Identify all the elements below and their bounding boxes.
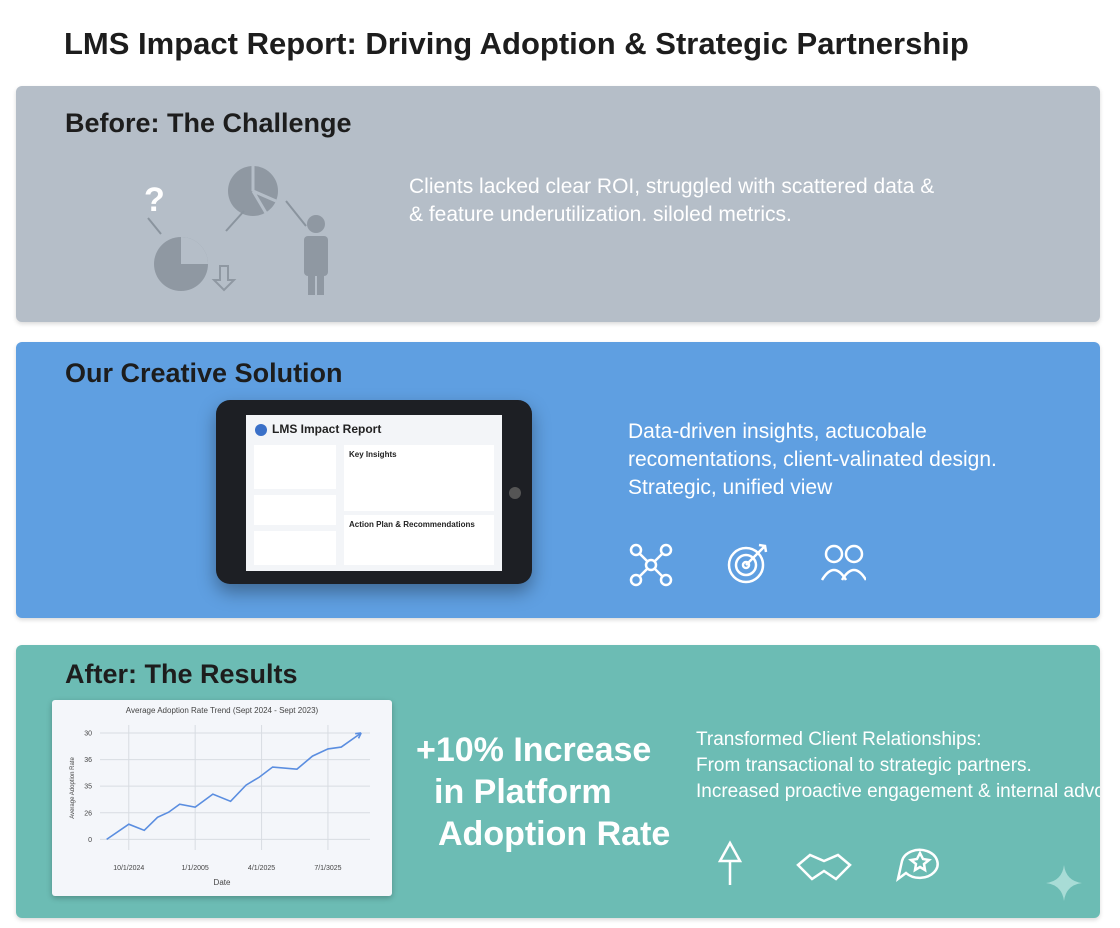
solution-icons [629,543,866,587]
panel [344,445,494,511]
x-tick-label: 10/1/2024 [113,865,144,872]
text-line: & feature underutilization. siloled metr… [409,203,792,226]
y-tick-label: 26 [84,810,92,817]
section-heading: After: The Results [65,659,298,689]
results-icons [717,840,1082,901]
section-heading: Before: The Challenge [65,108,352,138]
headline-line: Adoption Rate [438,815,671,853]
headline: +10% Increase in Platform Adoption Rate [416,729,670,855]
x-tick-label: 4/1/2025 [248,865,275,872]
panel [254,445,336,489]
text-line: Clients lacked clear ROI, struggled with… [409,175,935,198]
text-line: From transactional to strategic partners… [696,755,1032,776]
tablet: LMS Impact Report Key Insights Action Pl… [216,400,532,584]
page-title: LMS Impact Report: Driving Adoption & St… [64,26,969,61]
text-line: Data-driven insights, actucobale [628,420,927,443]
svg-text:?: ? [144,181,165,219]
tablet-screen: LMS Impact Report Key Insights Action Pl… [246,415,502,571]
panel [254,495,336,525]
solution-text: Data-driven insights, actucobale recomen… [628,418,997,502]
chart-title: Average Adoption Rate Trend (Sept 2024 -… [126,706,319,715]
arrow-head [355,732,362,739]
x-axis-label: Date [214,878,231,887]
tablet-title: LMS Impact Report [272,422,382,436]
y-tick-label: 30 [84,730,92,737]
y-tick-label: 0 [88,837,92,844]
panel-title: Action Plan & Recommendations [349,520,475,529]
headline-line: in Platform [434,773,612,811]
line [106,732,362,841]
panel [254,531,336,565]
solution-section: Our Creative Solution LMS Impact Report … [16,342,1100,618]
x-tick-label: 1/1/2005 [182,865,209,872]
logo [255,424,267,436]
adoption-chart: Average Adoption Rate Trend (Sept 2024 -… [52,700,392,896]
results-text: Transformed Client Relationships: From t… [696,727,1100,805]
y-tick-label: 36 [84,757,92,764]
home-button [509,487,521,499]
text-line: Strategic, unified view [628,476,833,499]
text-line: Increased proactive engagement & interna… [696,781,1100,802]
text-line: Transformed Client Relationships: [696,729,982,750]
before-section: Before: The Challenge ? Clients lacked c… [16,86,1100,322]
y-axis-label: Average Adoption Rate [70,757,76,819]
headline-line: +10% Increase [416,731,652,769]
panel [344,515,494,565]
text-line: recomentations, client-valinated design. [628,448,997,471]
panel-title: Key Insights [349,450,397,459]
challenge-icons: ? [144,166,328,295]
y-tick-label: 35 [84,784,92,791]
before-text: Clients lacked clear ROI, struggled with… [409,173,934,229]
section-heading: Our Creative Solution [65,358,343,388]
x-tick-label: 7/1/3025 [314,865,341,872]
